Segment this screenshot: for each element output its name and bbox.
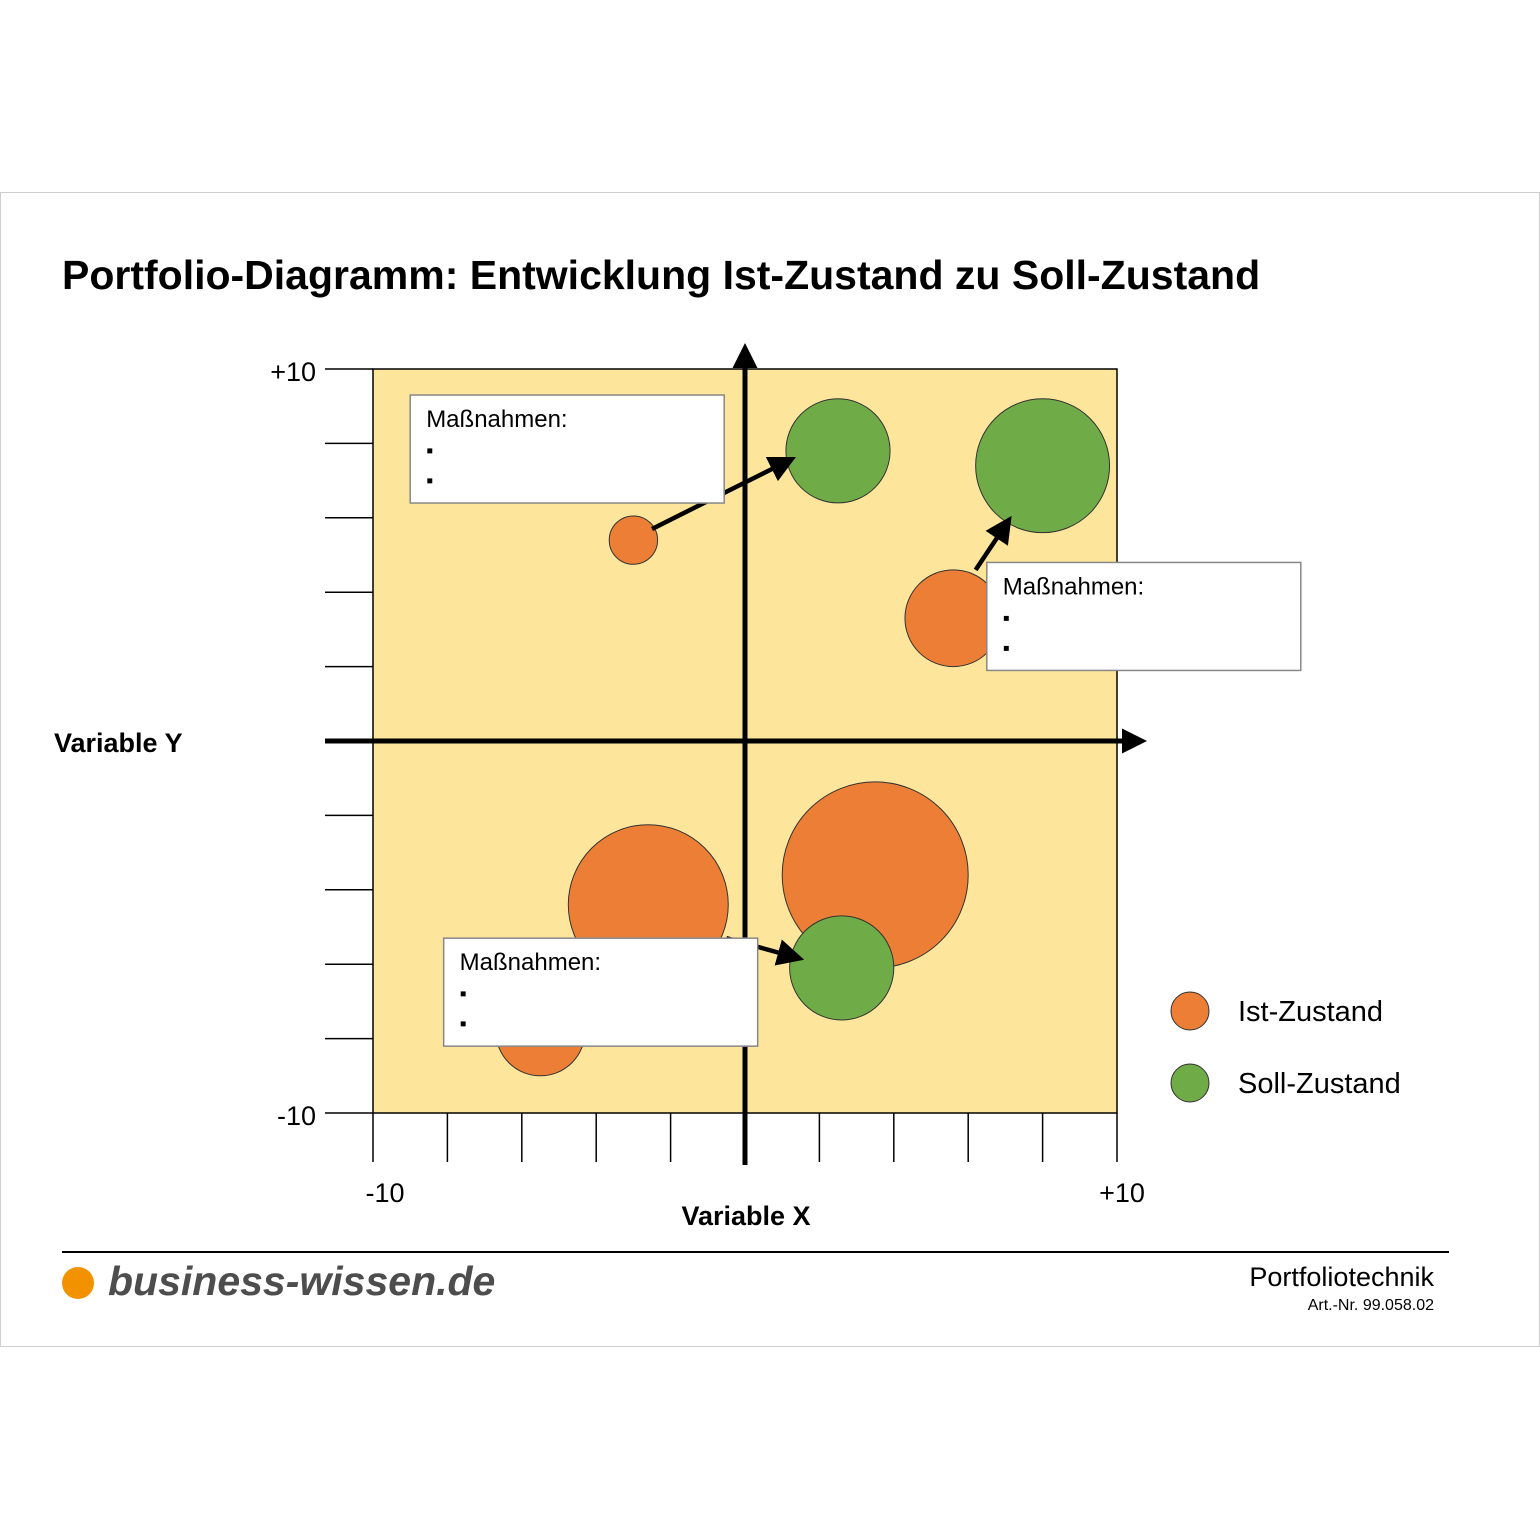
brand-logo-text: business-wissen.de bbox=[108, 1258, 496, 1304]
ist-bubble bbox=[608, 515, 659, 565]
legend-soll-label: Soll-Zustand bbox=[1238, 1068, 1401, 1100]
measures-title: Maßnahmen: bbox=[426, 406, 567, 433]
measures-box bbox=[442, 937, 759, 1047]
measures-bullet: ▪ bbox=[426, 470, 433, 492]
x-tick-label-left: -10 bbox=[365, 1178, 404, 1208]
transition-arrow bbox=[973, 515, 1012, 572]
soll-bubble bbox=[789, 915, 895, 1021]
measures-bullet: ▪ bbox=[1003, 607, 1010, 629]
footer-article-number: Art.-Nr. 99.058.02 bbox=[1307, 1297, 1434, 1314]
footer-divider bbox=[62, 1251, 1449, 1253]
measures-bullet: ▪ bbox=[426, 440, 433, 462]
measures-box bbox=[409, 394, 725, 504]
y-tick-label-top: +10 bbox=[270, 357, 316, 387]
measures-bullet: ▪ bbox=[460, 983, 467, 1005]
y-axis-label: Variable Y bbox=[54, 728, 183, 758]
x-axis-label: Variable X bbox=[681, 1201, 810, 1231]
measures-bullet: ▪ bbox=[460, 1013, 467, 1035]
soll-bubble bbox=[975, 398, 1111, 534]
y-tick-label-bottom: -10 bbox=[277, 1101, 316, 1131]
soll-bubble bbox=[785, 398, 891, 504]
page-title: Portfolio-Diagramm: Entwicklung Ist-Zust… bbox=[62, 252, 1261, 298]
brand-logo-dot bbox=[62, 1267, 94, 1299]
legend-ist-label: Ist-Zustand bbox=[1238, 996, 1383, 1028]
measures-title: Maßnahmen: bbox=[1003, 573, 1144, 600]
footer-topic: Portfoliotechnik bbox=[1249, 1262, 1434, 1292]
x-tick-label-right: +10 bbox=[1099, 1178, 1145, 1208]
legend-soll-marker bbox=[1170, 1063, 1210, 1103]
measures-box bbox=[986, 561, 1302, 672]
measures-bullet: ▪ bbox=[1003, 637, 1010, 659]
measures-title: Maßnahmen: bbox=[460, 949, 601, 976]
legend-ist-marker bbox=[1170, 991, 1210, 1031]
